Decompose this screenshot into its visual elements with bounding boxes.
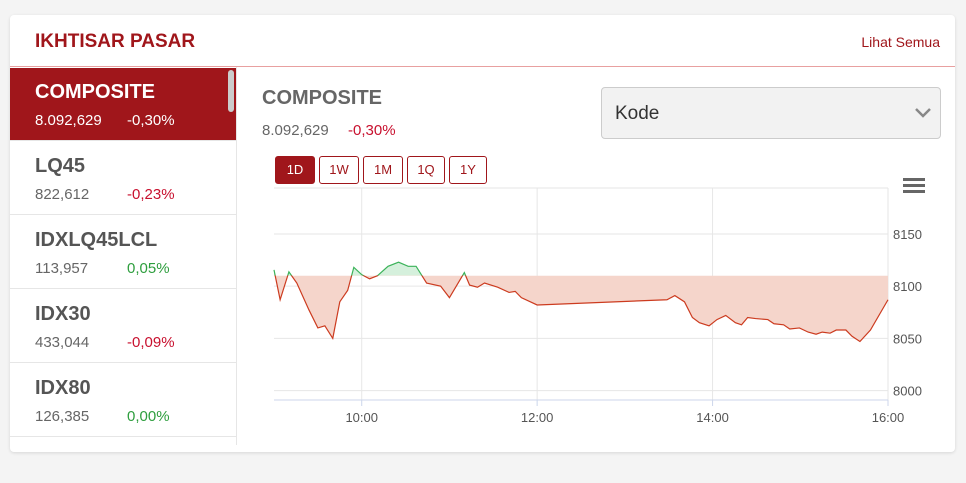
y-tick-label: 8050 <box>893 331 922 346</box>
index-value: 822,612 <box>35 186 90 203</box>
index-value: 113,957 <box>35 260 89 277</box>
y-tick-label: 8100 <box>893 279 922 294</box>
index-change: 0,05% <box>127 260 170 277</box>
index-name: IDX80 <box>35 377 91 399</box>
area <box>274 262 888 342</box>
x-tick-label: 16:00 <box>872 410 905 425</box>
index-name: IDXLQ45LCL <box>35 229 158 251</box>
index-item[interactable]: IDXLQ45LCL 113,957 0,05% <box>10 216 236 289</box>
range-button[interactable]: 1W <box>319 156 359 184</box>
index-name: IDX30 <box>35 303 91 325</box>
title: IKHTISAR PASAR <box>35 31 196 52</box>
divider <box>10 66 955 67</box>
index-name: COMPOSITE <box>35 81 156 103</box>
index-change: -0,30% <box>127 112 175 129</box>
detail-value: 8.092,629 <box>262 122 329 139</box>
x-tick-label: 10:00 <box>345 410 378 425</box>
index-change: 0,00% <box>127 408 170 425</box>
chevron <box>915 108 931 118</box>
menu-icon[interactable] <box>903 178 925 193</box>
index-item[interactable]: IDX80 126,385 0,00% <box>10 364 236 437</box>
range-button[interactable]: 1M <box>363 156 403 184</box>
see-all-link[interactable]: Lihat Semua <box>861 34 940 50</box>
index-item[interactable]: COMPOSITE 8.092,629 -0,30% <box>10 68 236 141</box>
divider <box>236 67 237 445</box>
dropdown-text: Kode <box>615 103 660 124</box>
y-tick-label: 8150 <box>893 227 922 242</box>
range-button[interactable]: 1D <box>275 156 315 184</box>
line <box>273 261 889 343</box>
detail-change: -0,30% <box>348 122 396 139</box>
scrollbar[interactable] <box>228 70 234 112</box>
dropdown[interactable]: Kode <box>601 87 941 139</box>
index-change: -0,09% <box>127 334 175 351</box>
index-value: 126,385 <box>35 408 90 425</box>
x-tick-label: 12:00 <box>521 410 554 425</box>
index-change: -0,23% <box>127 186 175 203</box>
index-name: LQ45 <box>35 155 86 177</box>
index-value: 433,044 <box>35 334 90 351</box>
x-tick-label: 14:00 <box>696 410 729 425</box>
detail-name: COMPOSITE <box>262 87 383 109</box>
range-button[interactable]: 1Y <box>449 156 487 184</box>
index-item[interactable]: LQ45 822,612 -0,23% <box>10 142 236 215</box>
index-item[interactable]: IDX30 433,044 -0,09% <box>10 290 236 363</box>
range-button[interactable]: 1Q <box>407 156 445 184</box>
y-tick-label: 8000 <box>893 384 922 399</box>
index-value: 8.092,629 <box>35 112 102 129</box>
